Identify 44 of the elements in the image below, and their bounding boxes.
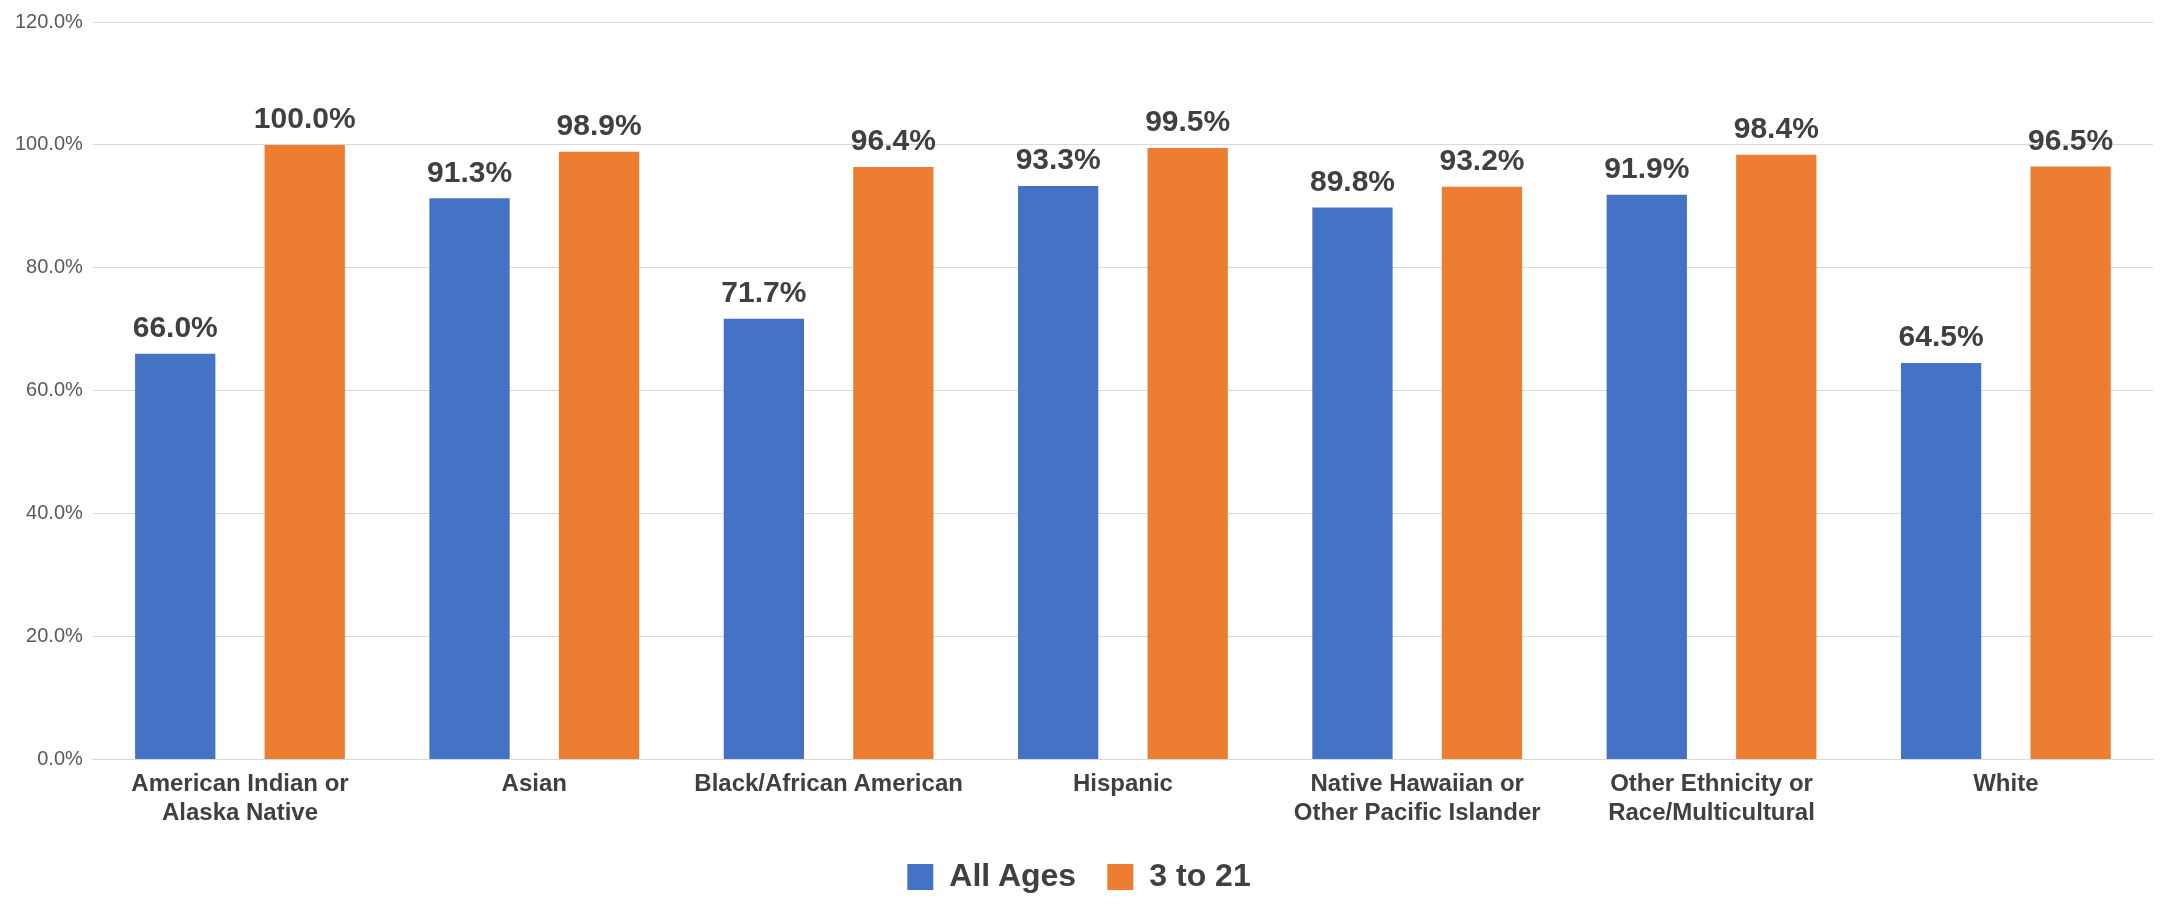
y-tick-label: 120.0%: [14, 9, 84, 32]
data-label: 96.4%: [850, 123, 936, 157]
data-label: 89.8%: [1309, 163, 1396, 197]
x-tick-label: American Indian or Alaska Native: [131, 769, 349, 826]
bar: [1018, 186, 1099, 759]
data-label: 91.3%: [427, 154, 513, 188]
legend-label: All Ages: [949, 856, 1077, 893]
y-tick-label: 60.0%: [26, 378, 84, 401]
data-label: 93.3%: [1015, 142, 1101, 176]
data-label: 98.4%: [1733, 111, 1819, 144]
data-label: 98.9%: [556, 107, 642, 141]
x-tick-label: Asian: [501, 769, 567, 797]
data-label: 91.9%: [1604, 150, 1690, 184]
x-tick-label: Black/African American: [694, 769, 963, 797]
data-label: 71.7%: [721, 275, 807, 309]
x-tick-label: Hispanic: [1072, 769, 1173, 797]
bar: [723, 318, 804, 759]
bar: [1441, 186, 1523, 759]
bar: [135, 353, 216, 759]
y-tick-label: 20.0%: [26, 624, 84, 647]
y-tick-label: 80.0%: [26, 255, 84, 278]
x-tick-label: Native Hawaiian or Other Pacific Islander: [1293, 769, 1541, 826]
data-label: 100.0%: [253, 101, 356, 135]
bar: [1606, 194, 1687, 759]
bar: [429, 198, 510, 759]
bar: [1736, 154, 1817, 759]
x-tick-label: Other Ethnicity or Race/Multicultural: [1608, 769, 1815, 826]
y-tick-label: 40.0%: [26, 501, 84, 524]
bar: [1312, 207, 1393, 759]
y-tick-label: 0.0%: [37, 746, 84, 769]
bar: [558, 151, 640, 759]
x-tick-label: White: [1973, 769, 2039, 797]
bar: [853, 167, 934, 759]
bar: [1147, 147, 1228, 759]
bar: [2030, 166, 2111, 759]
data-label: 66.0%: [132, 310, 218, 344]
legend-label: 3 to 21: [1149, 856, 1251, 893]
data-label: 93.2%: [1439, 142, 1525, 176]
data-label: 99.5%: [1145, 104, 1231, 138]
data-label: 64.5%: [1898, 319, 1984, 353]
bar: [1900, 363, 1982, 759]
data-label: 96.5%: [2028, 122, 2114, 156]
bar: [264, 144, 345, 759]
y-tick-label: 100.0%: [14, 132, 84, 155]
